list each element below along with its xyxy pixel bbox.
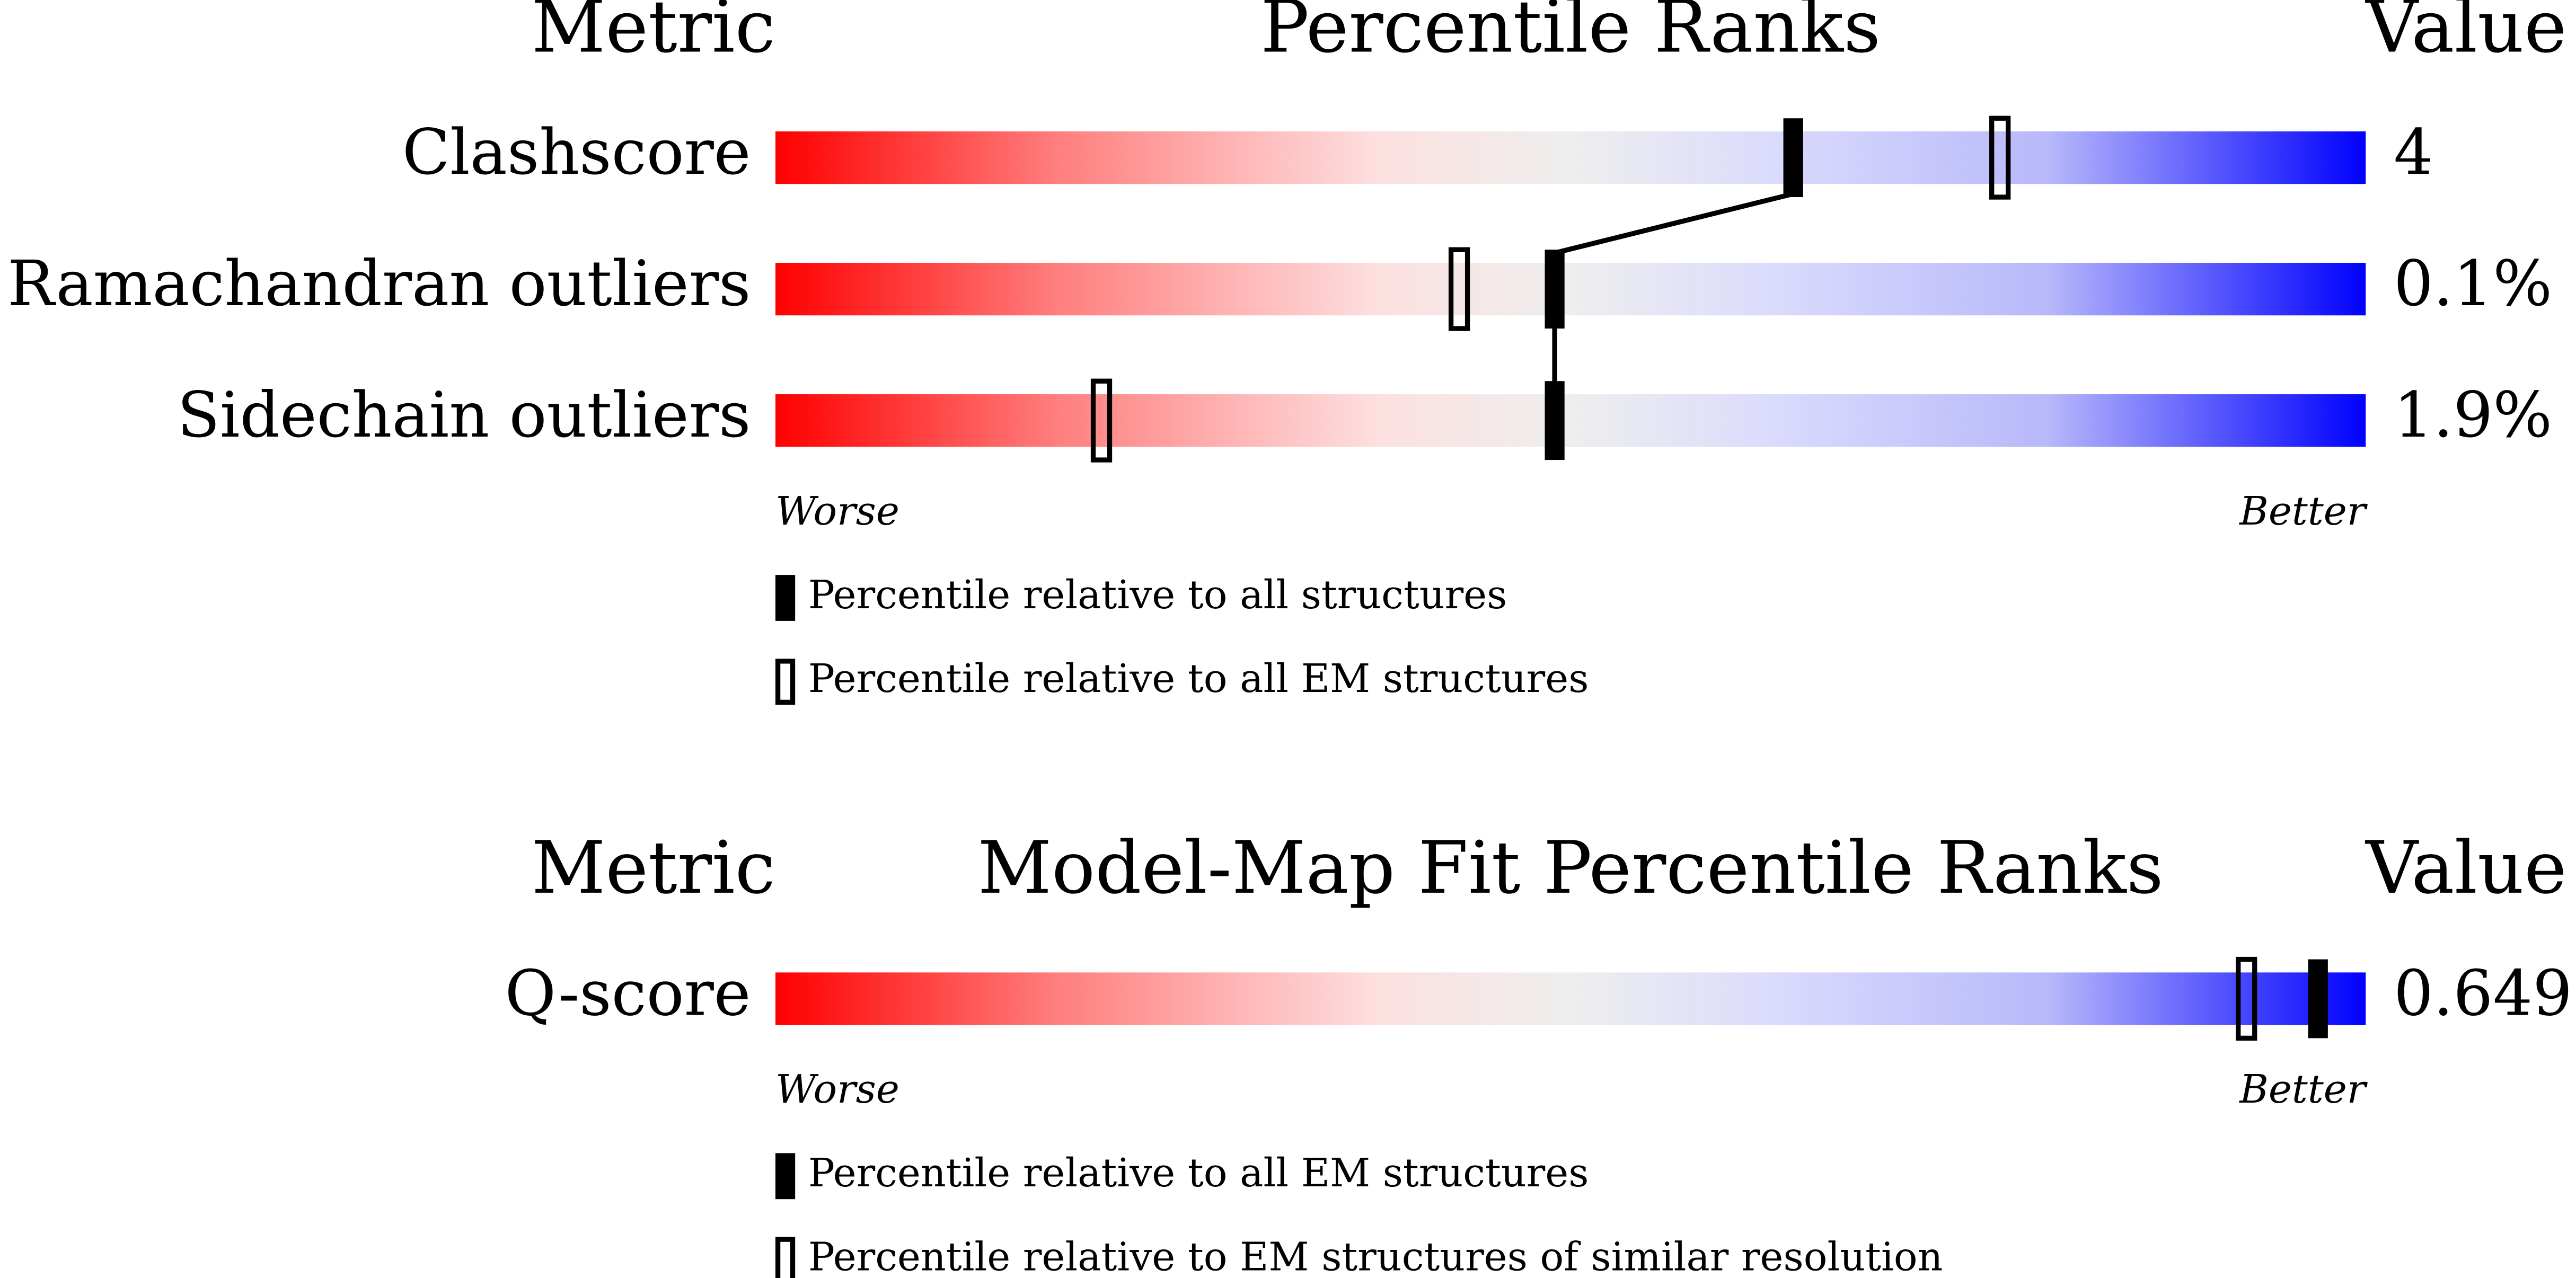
header-value: Value — [2365, 826, 2566, 910]
marker-filled — [2308, 959, 2328, 1039]
slider-bar — [775, 394, 2366, 447]
header-title: Percentile Ranks — [1260, 0, 1881, 69]
legend-filled-label: Percentile relative to all structures — [808, 572, 1507, 618]
legend-open-marker — [775, 1237, 796, 1278]
marker-filled — [1545, 381, 1565, 460]
header-metric: Metric — [532, 0, 775, 69]
header-metric: Metric — [532, 826, 775, 910]
legend-open-label: Percentile relative to EM structures of … — [808, 1233, 1943, 1278]
marker-open — [1090, 378, 1113, 463]
legend-filled-label: Percentile relative to all EM structures — [808, 1150, 1589, 1196]
marker-open — [2236, 956, 2257, 1041]
metric-label: Q-score — [505, 957, 751, 1030]
metric-value: 4 — [2394, 116, 2433, 189]
marker-filled — [1783, 118, 1803, 198]
header-value: Value — [2365, 0, 2566, 69]
connector — [1554, 191, 1794, 255]
metric-value: 0.1% — [2394, 247, 2552, 320]
metric-label: Sidechain outliers — [177, 379, 751, 451]
better-label: Better — [2238, 488, 2368, 534]
legend-filled-marker — [775, 575, 796, 621]
slider-bar — [775, 972, 2366, 1025]
marker-open — [1989, 116, 2011, 200]
legend-open-label: Percentile relative to all EM structures — [808, 655, 1589, 702]
metric-value: 1.9% — [2394, 379, 2552, 451]
worse-label: Worse — [775, 1066, 899, 1112]
legend-open-marker — [775, 659, 796, 705]
metric-label: Ramachandran outliers — [7, 247, 751, 320]
slider-bar — [775, 263, 2366, 316]
metric-value: 0.649 — [2394, 957, 2572, 1030]
better-label: Better — [2238, 1066, 2368, 1112]
slider-bar — [775, 131, 2366, 184]
legend-filled-marker — [775, 1153, 796, 1200]
marker-open — [1448, 247, 1470, 331]
worse-label: Worse — [775, 488, 899, 534]
metric-label: Clashscore — [402, 116, 751, 189]
header-title: Model-Map Fit Percentile Ranks — [977, 826, 2163, 910]
marker-filled — [1545, 250, 1565, 329]
